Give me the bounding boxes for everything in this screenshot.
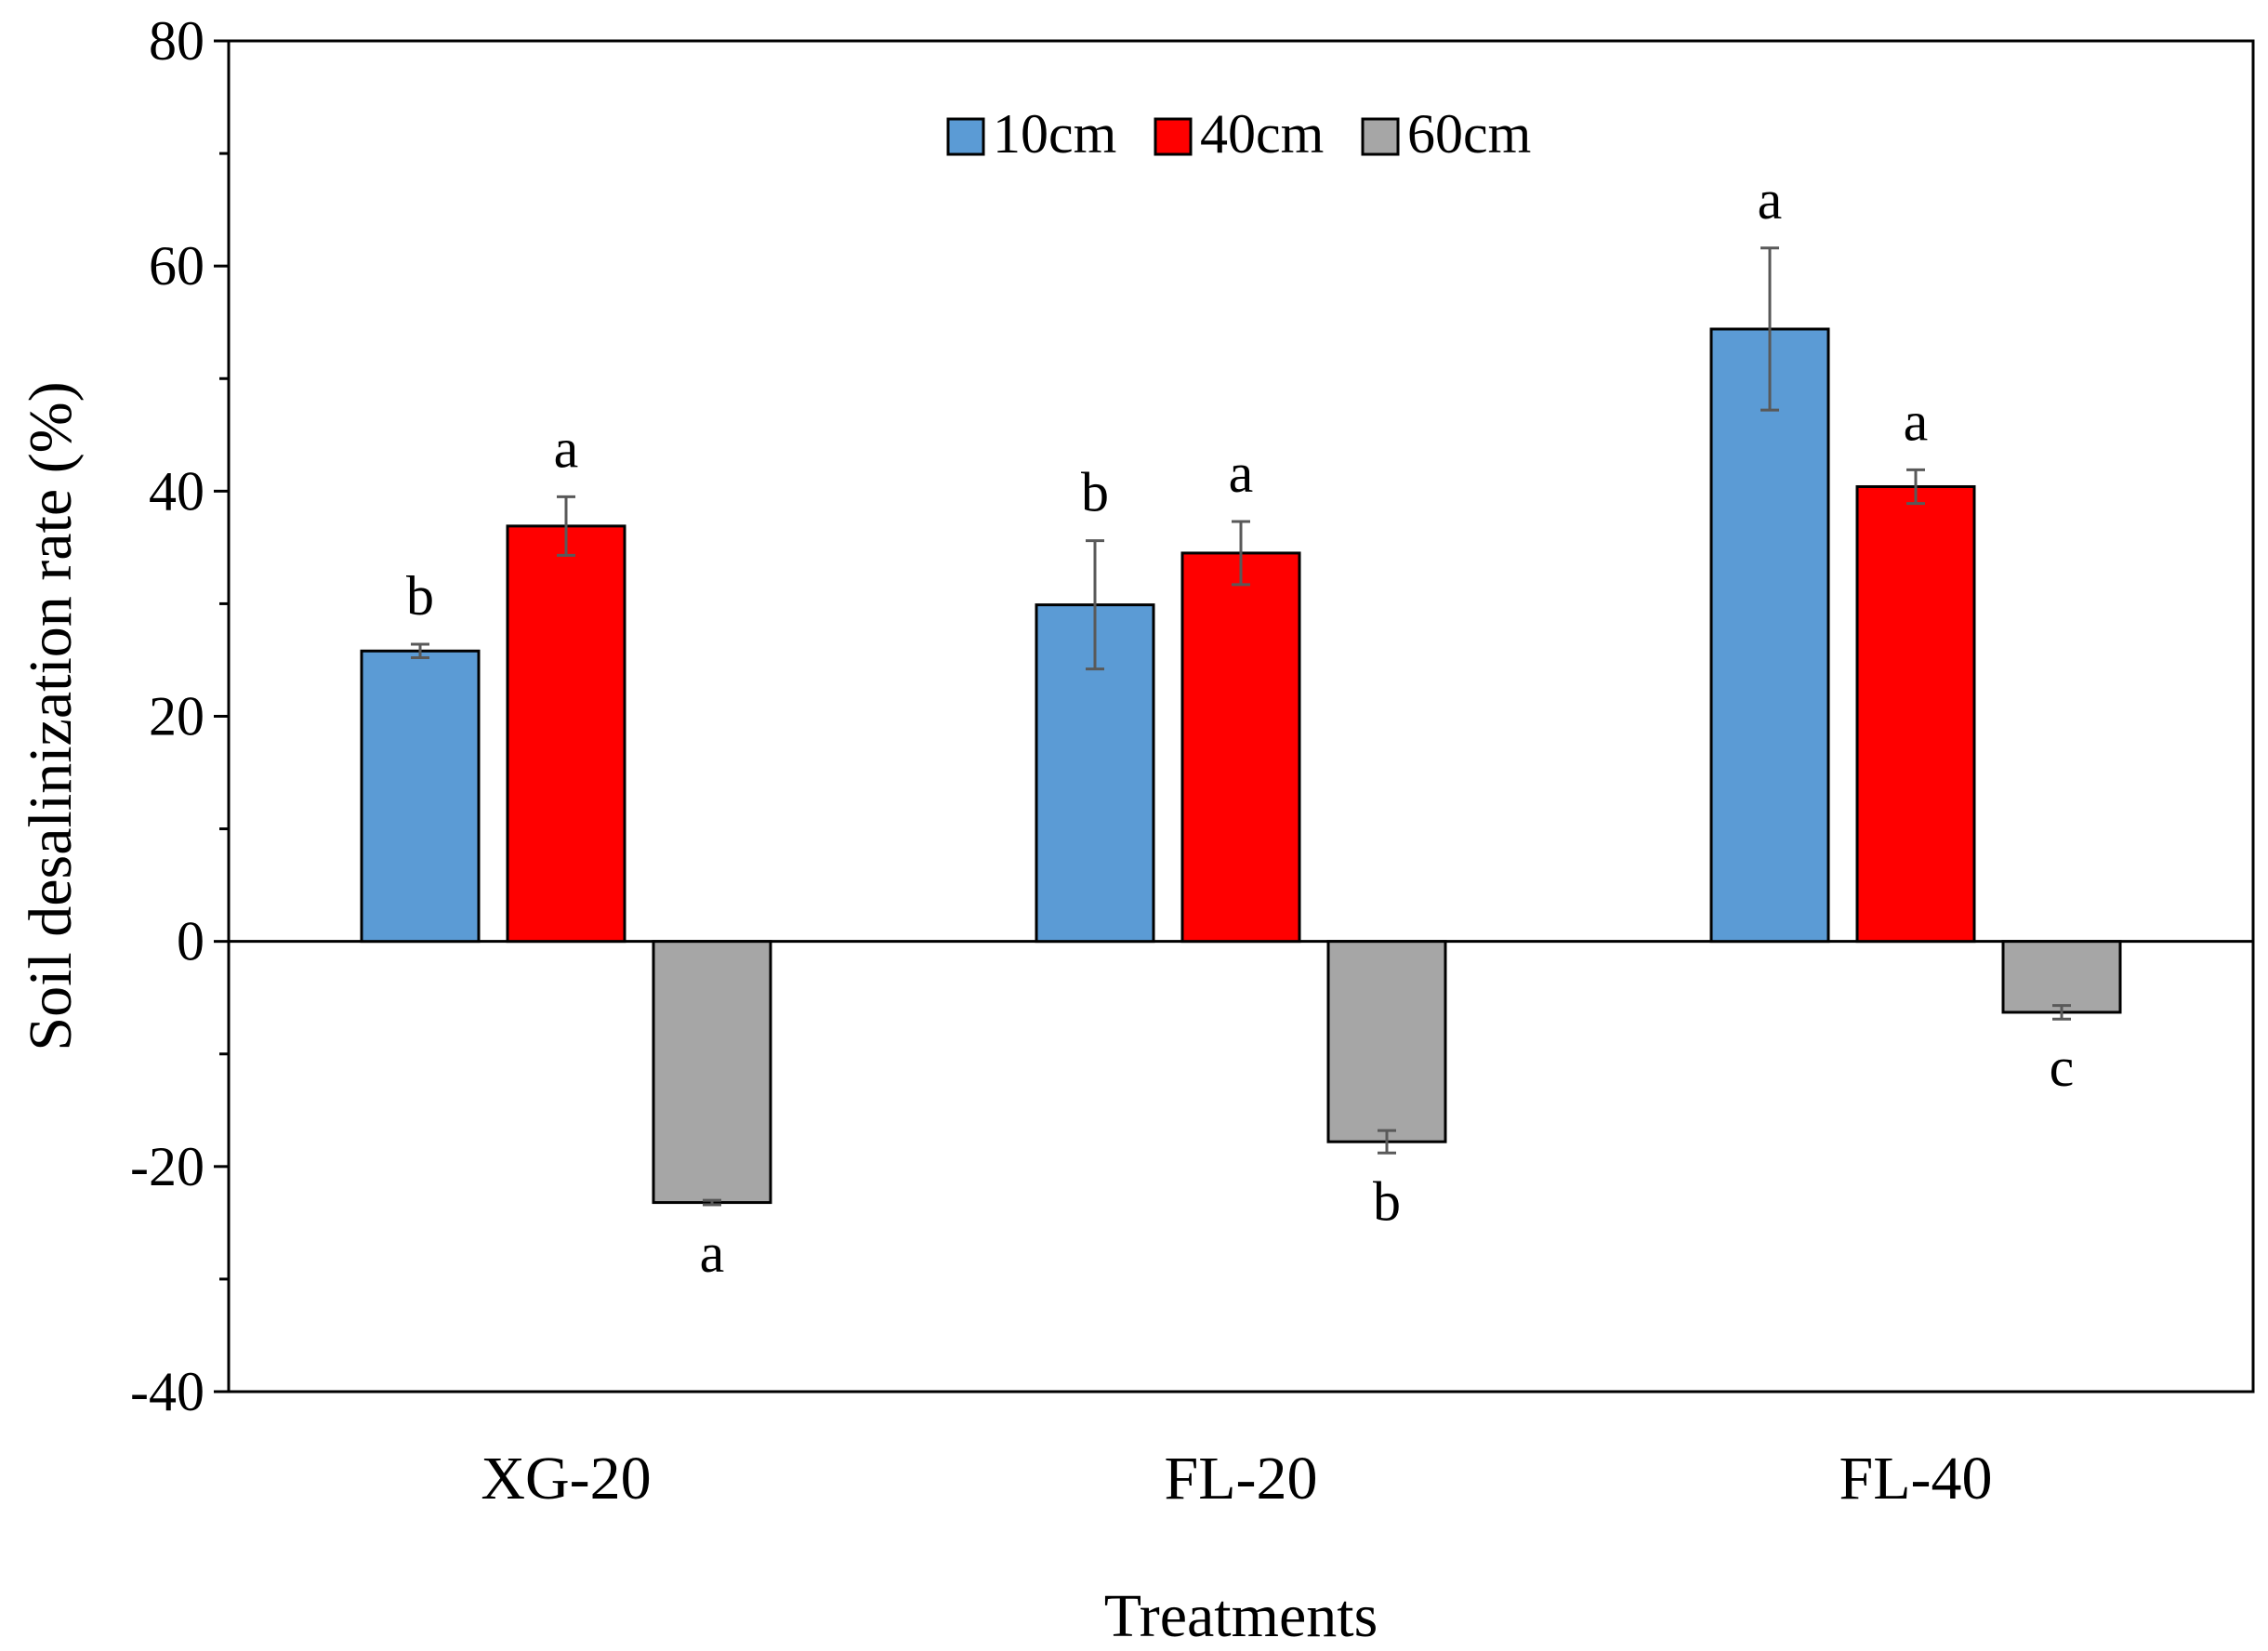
legend-swatch-40cm xyxy=(1154,117,1193,156)
y-tick-label: 60 xyxy=(149,235,204,297)
significance-letter-10cm-FL-40: a xyxy=(1758,169,1783,231)
significance-letter-40cm-FL-20: a xyxy=(1229,442,1254,504)
significance-letter-40cm-XG-20: a xyxy=(554,417,579,479)
y-tick-label: -40 xyxy=(130,1361,204,1422)
y-tick-label: 20 xyxy=(149,686,204,747)
bar-60cm-XG-20 xyxy=(652,940,772,1205)
y-axis-title: Soil desalinization rate (%) xyxy=(17,381,85,1050)
bars xyxy=(360,327,2122,1205)
bar-40cm-FL-40 xyxy=(1855,484,1976,944)
legend-swatch-60cm xyxy=(1361,117,1400,156)
bar-10cm-FL-40 xyxy=(1709,327,1830,944)
x-axis-title: Treatments xyxy=(1104,1582,1378,1650)
y-tick-label: 0 xyxy=(177,911,204,972)
legend: 10cm 40cm 60cm xyxy=(946,103,1531,165)
y-axis: -40 -20 0 20 40 60 80 xyxy=(130,10,229,1422)
bar-40cm-FL-20 xyxy=(1180,551,1301,944)
bar-60cm-FL-40 xyxy=(2001,940,2122,1014)
x-axis: XG-20 FL-20 FL-40 xyxy=(481,1445,1992,1512)
error-bars xyxy=(411,246,2071,1207)
bar-40cm-XG-20 xyxy=(506,524,626,944)
bar-60cm-FL-20 xyxy=(1326,940,1447,1143)
x-category-label: FL-40 xyxy=(1839,1445,1993,1512)
significance-letter-60cm-FL-20: b xyxy=(1373,1170,1401,1232)
bar-10cm-XG-20 xyxy=(360,649,481,944)
x-category-label: FL-20 xyxy=(1165,1445,1318,1512)
x-category-label: XG-20 xyxy=(481,1445,651,1512)
y-tick-label: 40 xyxy=(149,460,204,522)
significance-letter-40cm-FL-40: a xyxy=(1904,390,1929,452)
significance-letter-60cm-XG-20: a xyxy=(700,1222,725,1284)
legend-label-60cm: 60cm xyxy=(1407,103,1531,165)
significance-letter-10cm-XG-20: b xyxy=(406,565,434,627)
significance-letter-10cm-FL-20: b xyxy=(1081,462,1109,523)
significance-letter-60cm-FL-40: c xyxy=(2050,1037,2075,1098)
legend-label-10cm: 10cm xyxy=(993,103,1116,165)
legend-label-40cm: 40cm xyxy=(1200,103,1324,165)
legend-swatch-10cm xyxy=(946,117,985,156)
y-tick-label: 80 xyxy=(149,10,204,72)
significance-labels: b a a b a b a a c xyxy=(406,169,2074,1284)
y-tick-label: -20 xyxy=(130,1136,204,1197)
